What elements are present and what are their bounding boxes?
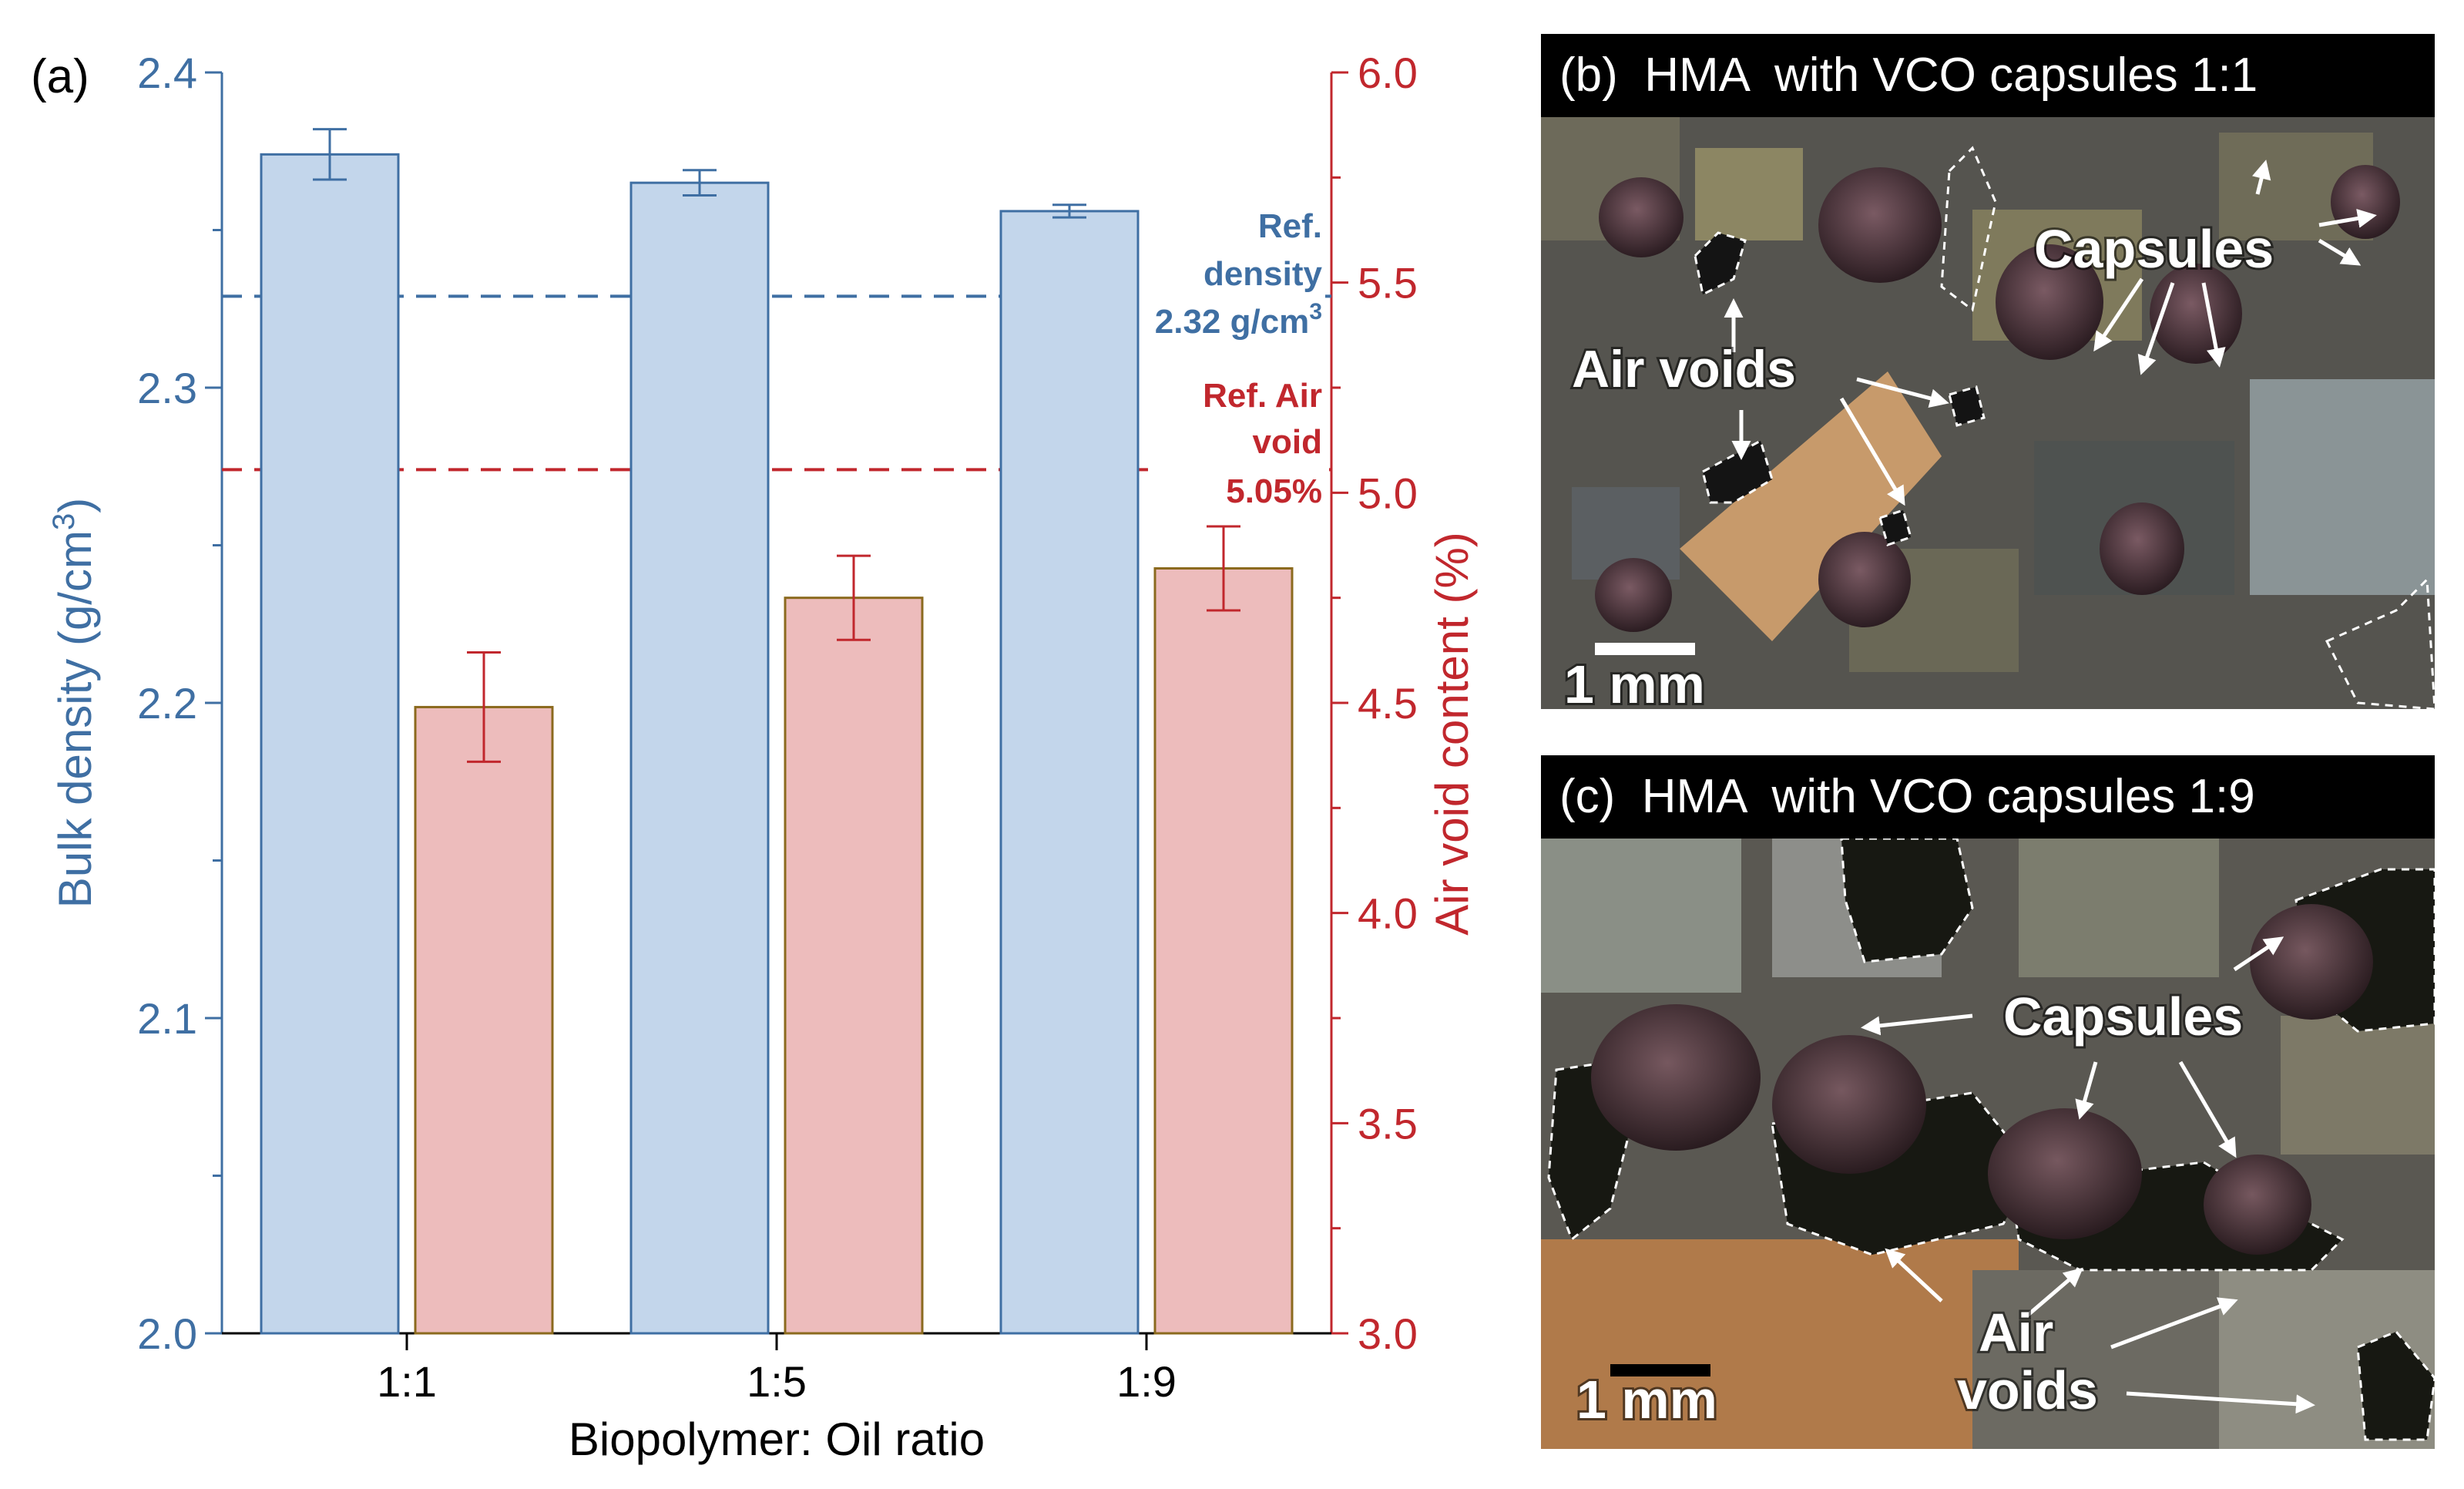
x-axis-title: Biopolymer: Oil ratio [569, 1413, 985, 1465]
right-tick-label: 5.0 [1358, 469, 1418, 517]
right-tick-label: 5.5 [1358, 259, 1418, 308]
voids-label: voids [1957, 1360, 2098, 1420]
aggregate-texture [1541, 117, 2435, 672]
panel-c-title: (c) HMA with VCO capsules 1:9 [1541, 755, 2435, 839]
bulk-density-bar [629, 181, 770, 1335]
panel-b-title: (b) HMA with VCO capsules 1:1 [1541, 34, 2435, 117]
ref-density-label: Ref. [1258, 207, 1322, 245]
left-tick-label: 2.2 [137, 679, 197, 728]
right-tick-label: 4.0 [1358, 889, 1418, 938]
right-tick-label: 3.5 [1358, 1099, 1418, 1148]
capsules-label: Capsules [2034, 219, 2274, 279]
scale-bar-label: 1 mm [1564, 654, 1705, 709]
x-tick-label: 1:5 [747, 1357, 807, 1406]
capsule-particles [1595, 165, 2400, 632]
right-tick-label: 6.0 [1358, 49, 1418, 97]
bar-chart: (a) 2.0 2.1 2.2 2.3 2.4 3.0 3.5 4.0 4.5 5.0 5.5 6.0… [31, 49, 1478, 1465]
air-void-bar [784, 597, 924, 1335]
micrograph-panel-b: (b) HMA with VCO capsules 1:1 [1541, 34, 2435, 709]
air-void-bar [1153, 566, 1294, 1335]
scale-bar [1610, 1364, 1710, 1376]
ref-airvoid-label: Ref. Air [1203, 377, 1322, 415]
right-tick-label: 4.5 [1358, 679, 1418, 728]
capsules-label: Capsules [2003, 987, 2243, 1047]
air-void-outlines [1694, 146, 2435, 709]
air-void-bar [414, 705, 554, 1335]
scale-bar [1595, 643, 1695, 655]
left-tick-label: 2.3 [137, 364, 197, 412]
annotation-arrows [1724, 160, 2377, 506]
x-tick-label: 1:1 [377, 1357, 437, 1406]
annotation-arrows [1861, 936, 2315, 1414]
air-label: Air [1979, 1302, 2053, 1363]
x-tick-label: 1:9 [1116, 1357, 1177, 1406]
left-tick-label: 2.4 [137, 49, 197, 97]
ref-airvoid-label: 5.05% [1226, 472, 1322, 510]
bulk-density-bar [999, 210, 1140, 1335]
left-tick-label: 2.0 [137, 1309, 197, 1358]
ref-density-label-bg [1133, 199, 1325, 314]
panel-a-label: (a) [31, 50, 89, 103]
bulk-density-bar [260, 153, 400, 1335]
ref-airvoid-label: void [1253, 423, 1322, 461]
ref-density-value: 2.32 g/cm3 [1155, 299, 1322, 341]
ref-airvoid-label-bg [1156, 370, 1329, 516]
right-axis-title: Air void content (%) [1426, 532, 1478, 936]
ref-density-label: density [1203, 255, 1323, 293]
scale-bar-label: 1 mm [1576, 1370, 1717, 1430]
capsule-particles [1591, 904, 2373, 1255]
air-voids-label: Air voids [1572, 340, 1796, 398]
left-axis-title: Bulk density (g/cm3) [47, 498, 101, 908]
left-tick-label: 2.1 [137, 994, 197, 1043]
right-tick-label: 3.0 [1358, 1309, 1418, 1358]
micrograph-panel-c: (c) HMA with VCO capsules 1:9 [1541, 755, 2435, 1449]
